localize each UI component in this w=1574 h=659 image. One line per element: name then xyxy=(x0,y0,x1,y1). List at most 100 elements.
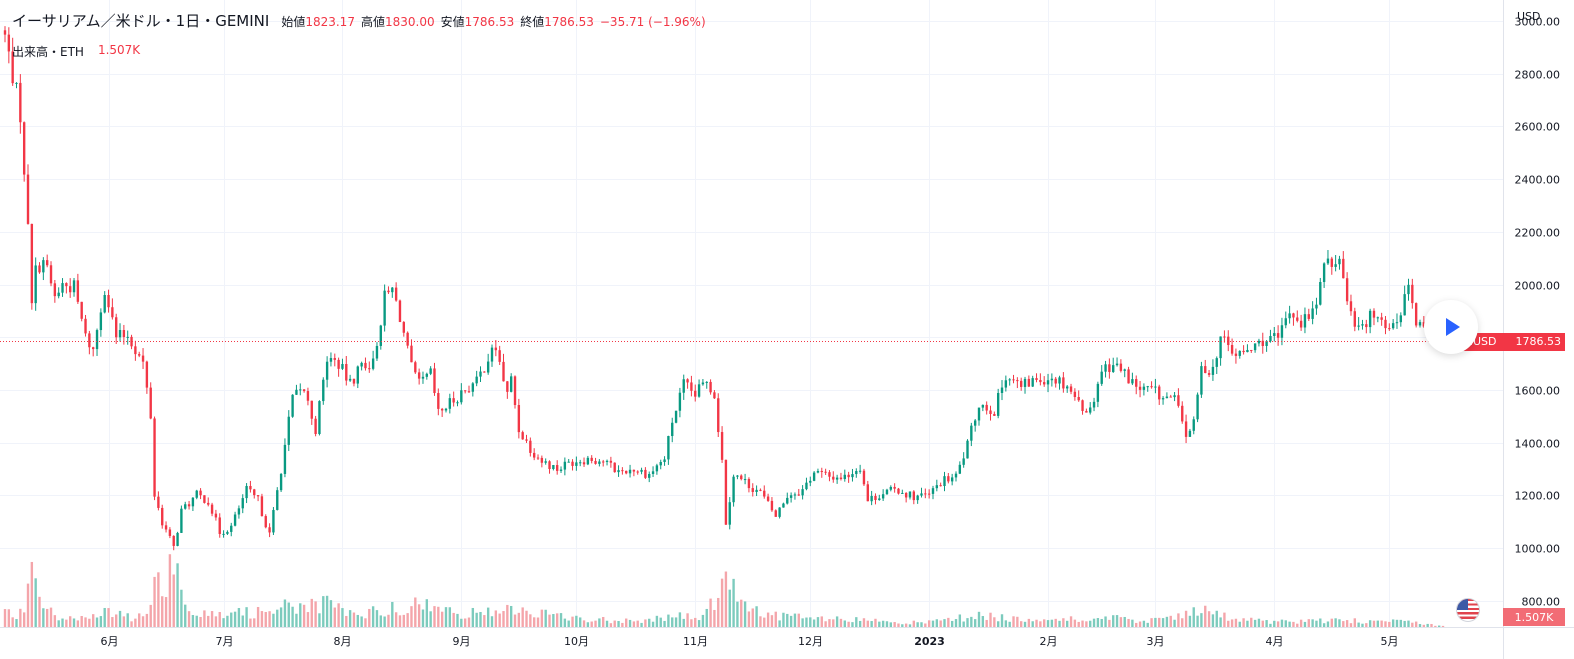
volume-bar xyxy=(782,612,785,627)
volume-bar xyxy=(279,607,283,627)
volume-bar xyxy=(153,576,156,627)
candle-body xyxy=(1227,336,1230,346)
candle-body xyxy=(1215,358,1218,367)
volume-bar xyxy=(1008,621,1011,627)
candle-body xyxy=(628,469,632,474)
volume-bar xyxy=(602,616,605,627)
volume-bar xyxy=(851,622,854,627)
volume-bar xyxy=(793,613,797,627)
volume-bar xyxy=(76,620,80,627)
candle-body xyxy=(19,82,22,123)
candle-body xyxy=(996,392,1000,416)
candle-body xyxy=(575,462,578,466)
volume-bar xyxy=(1035,619,1038,627)
currency-unit[interactable]: USD xyxy=(1517,10,1541,23)
candle-body xyxy=(563,461,567,470)
candle-body xyxy=(348,378,352,381)
volume-bar xyxy=(540,609,544,627)
volume-bar xyxy=(337,603,340,627)
volume-bar xyxy=(1050,619,1054,627)
candle-body xyxy=(103,295,106,313)
volume-bar xyxy=(797,613,800,627)
volume-bar xyxy=(1334,618,1337,627)
volume-bar xyxy=(552,614,555,627)
volume-bar xyxy=(249,618,252,627)
symbol-title[interactable]: イーサリアム／米ドル・1日・GEMINI xyxy=(12,12,270,30)
candle-body xyxy=(111,307,114,318)
volume-bar xyxy=(1437,625,1441,627)
candle-body xyxy=(1211,366,1215,375)
candle-body xyxy=(49,265,53,284)
volume-bar xyxy=(463,618,467,627)
candle-body xyxy=(402,322,405,333)
volume-bar xyxy=(835,616,839,627)
candle-body xyxy=(824,471,827,473)
candle-body xyxy=(851,474,854,478)
volume-legend[interactable]: 出来高・ETH 1.507K xyxy=(12,43,140,60)
volume-bar xyxy=(544,609,547,627)
candle-body xyxy=(1246,349,1249,353)
time-axis[interactable]: 6月 7月 8月 9月 10月 11月 12月 2023 2月 3月 4月 5月 xyxy=(0,627,1574,649)
candle-body xyxy=(306,391,310,401)
volume-bar xyxy=(1196,615,1199,627)
volume-bar xyxy=(1004,620,1008,627)
candle-body xyxy=(904,492,908,498)
candle-body xyxy=(927,493,931,495)
us-flag-icon[interactable] xyxy=(1456,598,1480,622)
volume-bar xyxy=(1138,621,1142,627)
volume-bar xyxy=(843,620,846,627)
candle-body xyxy=(556,465,559,471)
volume-bar xyxy=(203,610,206,627)
candle-body xyxy=(138,354,141,356)
volume-bar xyxy=(1388,621,1391,627)
volume-bar xyxy=(53,615,57,627)
volume-bar xyxy=(57,620,60,627)
volume-bar xyxy=(256,606,260,627)
volume-bar xyxy=(1230,619,1234,627)
volume-bar xyxy=(1062,618,1065,627)
candle-body xyxy=(53,283,57,297)
time-tick-label: 7月 xyxy=(216,635,234,648)
volume-bar xyxy=(916,622,919,627)
volume-bar xyxy=(985,619,988,627)
candle-body xyxy=(1169,396,1172,398)
volume-bar xyxy=(686,613,689,627)
volume-bar xyxy=(1430,623,1433,627)
volume-bar xyxy=(912,620,916,627)
volume-bar xyxy=(417,604,421,627)
volume-bar xyxy=(1395,619,1399,627)
candle-body xyxy=(613,462,616,473)
volume-bar xyxy=(1376,620,1379,627)
candle-body xyxy=(7,34,11,52)
candle-body xyxy=(950,477,954,482)
volume-bar xyxy=(1345,620,1349,627)
volume-bar xyxy=(233,611,237,627)
volume-bar xyxy=(950,620,954,627)
volume-bar xyxy=(858,620,862,627)
volume-bar xyxy=(824,621,827,627)
candle-body xyxy=(881,494,885,499)
candle-body xyxy=(1372,310,1376,318)
volume-bar xyxy=(1085,621,1088,627)
volume-bar xyxy=(1238,621,1241,627)
candle-body xyxy=(122,330,126,338)
replay-button[interactable] xyxy=(1424,300,1478,354)
volume-bar xyxy=(253,618,256,627)
volume-bar xyxy=(993,617,996,627)
candle-body xyxy=(230,525,233,532)
price-axis[interactable]: 3000.00 2800.00 2600.00 2400.00 2200.00 2000.… xyxy=(1503,0,1561,659)
volume-bar xyxy=(283,599,287,627)
volume-bar xyxy=(7,609,11,627)
candle-body xyxy=(1058,377,1061,384)
volume-bar xyxy=(299,603,302,627)
candle-body xyxy=(460,390,463,403)
candle-body xyxy=(30,223,34,304)
volume-bar xyxy=(237,608,241,627)
candle-body xyxy=(755,489,758,492)
volume-bar xyxy=(72,618,76,627)
candle-body xyxy=(92,347,95,350)
volume-bar xyxy=(1250,617,1253,627)
volume-bar xyxy=(789,615,793,627)
volume-bar xyxy=(260,611,264,627)
